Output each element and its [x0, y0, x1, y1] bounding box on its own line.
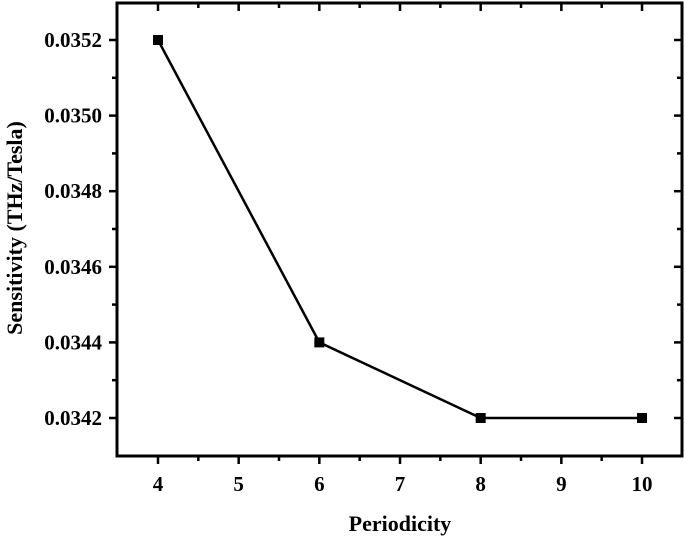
y-tick-label: 0.0346	[44, 255, 102, 279]
x-tick-label: 6	[314, 472, 325, 496]
x-tick-label: 9	[556, 472, 567, 496]
x-tick-label: 5	[233, 472, 244, 496]
y-tick-label: 0.0344	[44, 330, 102, 354]
x-tick-labels: 4 5 6 7 8 9 10	[153, 472, 653, 496]
y-tick-label: 0.0348	[44, 179, 102, 203]
data-series	[153, 35, 648, 423]
x-tick-label: 8	[475, 472, 486, 496]
x-axis-title: Periodicity	[349, 511, 452, 536]
square-marker	[637, 413, 648, 423]
square-marker	[314, 337, 325, 348]
plot-frame	[115, 1, 684, 458]
y-axis-title: Sensitivity (THz/Tesla)	[2, 121, 27, 335]
y-tick-label: 0.0352	[44, 28, 102, 52]
square-marker	[475, 413, 486, 423]
axis-ticks	[109, 3, 682, 464]
y-tick-label: 0.0342	[44, 406, 102, 430]
x-tick-label: 4	[153, 472, 164, 496]
x-tick-label: 10	[632, 472, 653, 496]
y-tick-label: 0.0350	[44, 104, 102, 128]
square-marker	[153, 35, 163, 45]
x-tick-label: 7	[395, 472, 406, 496]
series-line	[156, 39, 643, 420]
y-tick-labels: 0.0342 0.0344 0.0346 0.0348 0.0350 0.0352	[44, 28, 102, 430]
